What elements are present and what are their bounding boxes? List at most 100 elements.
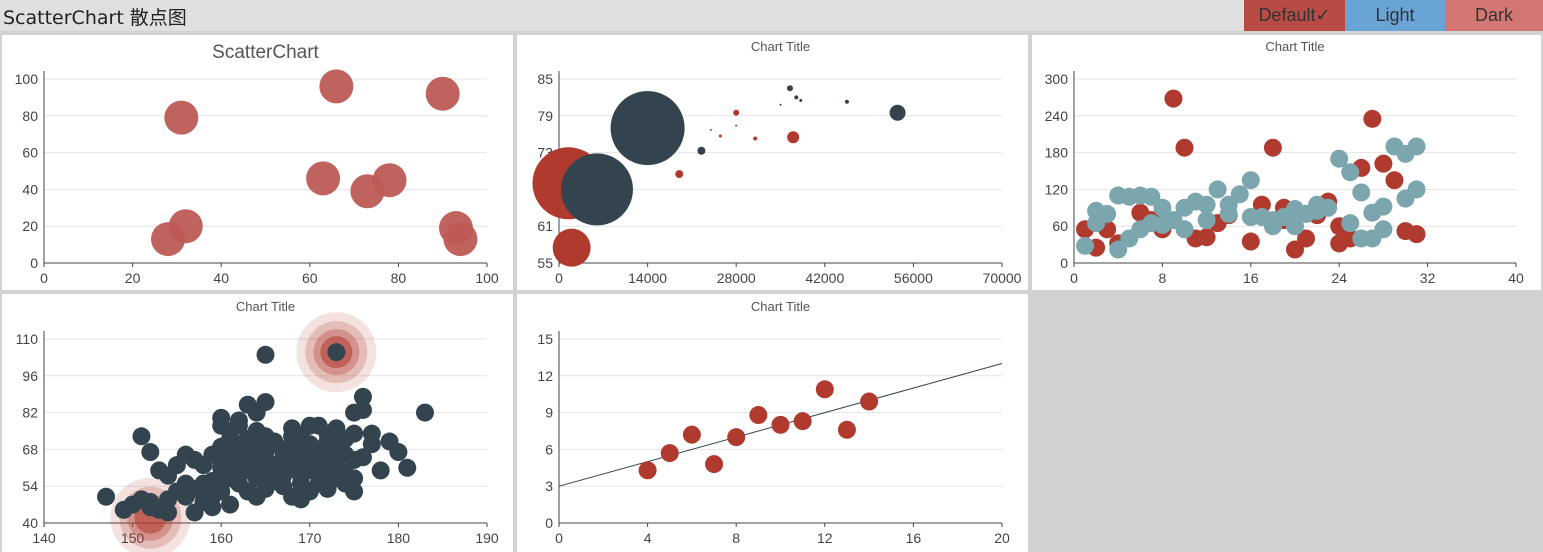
y-tick-label: 40 — [22, 515, 38, 531]
data-point — [415, 403, 434, 422]
x-tick-label: 42000 — [805, 270, 844, 286]
chart-panel-1: ScatterChart 0 20 40 60 80 100 0 20 40 60 80 100 — [2, 35, 513, 290]
scatter-chart-3: Chart Title 0 60 120 180 240 300 0 8 16 24 32 40 — [1045, 39, 1524, 286]
data-point — [1164, 89, 1183, 108]
app-title: ScatterChart 散点图 — [3, 7, 187, 29]
data-point — [552, 228, 591, 267]
data-point — [327, 448, 346, 467]
data-point — [682, 425, 701, 444]
y-tick-label: 61 — [537, 218, 553, 234]
chart-title: Chart Title — [1265, 39, 1324, 54]
chart-panel-5: Chart Title 0 3 6 9 12 15 0 4 8 12 16 20 — [517, 294, 1028, 552]
x-tick-label: 20 — [125, 270, 141, 286]
data-point — [733, 109, 740, 116]
chart-title: Chart Title — [751, 299, 810, 314]
data-point — [779, 103, 782, 106]
data-point — [1330, 149, 1349, 168]
y-tick-label: 0 — [1060, 255, 1068, 271]
data-point — [771, 415, 790, 434]
data-point — [844, 99, 849, 104]
data-point — [380, 432, 399, 451]
data-point — [291, 474, 310, 493]
data-point — [749, 406, 768, 425]
data-point — [1076, 236, 1095, 255]
data-point — [362, 424, 381, 443]
data-point — [815, 380, 834, 399]
data-point — [443, 222, 478, 257]
data-point — [345, 482, 364, 501]
data-point — [1219, 204, 1238, 223]
data-point — [705, 455, 724, 474]
chart-panel-2: Chart Title55616773798501400028000420005… — [517, 35, 1028, 290]
x-tick-label: 170 — [298, 530, 322, 546]
x-tick-label: 60 — [302, 270, 318, 286]
data-point — [1197, 211, 1216, 230]
data-point — [1407, 137, 1426, 156]
chart-panel-3: Chart Title 0 60 120 180 240 300 0 8 16 24 32 40 — [1032, 35, 1541, 290]
y-tick-label: 60 — [1052, 218, 1068, 234]
data-point — [860, 392, 879, 411]
y-tick-label: 6 — [545, 441, 553, 457]
x-tick-label: 190 — [475, 530, 499, 546]
x-tick-label: 32 — [1420, 270, 1436, 286]
data-point — [229, 461, 248, 480]
data-point — [274, 458, 293, 477]
top-bar: ScatterChart 散点图 Default✓ Light Dark — [0, 0, 1543, 31]
data-point — [159, 490, 178, 509]
data-point — [786, 85, 793, 92]
x-tick-label: 100 — [475, 270, 499, 286]
data-point — [1308, 201, 1327, 220]
bubble-chart-2: Chart Title55616773798501400028000420005… — [532, 39, 1022, 286]
data-point — [610, 91, 685, 166]
theme-light-button[interactable]: Light — [1345, 0, 1445, 31]
data-point — [141, 498, 160, 517]
data-point — [353, 387, 372, 406]
data-point — [787, 131, 800, 144]
data-point — [794, 95, 799, 100]
data-point — [1142, 187, 1161, 206]
theme-default-button[interactable]: Default✓ — [1244, 0, 1345, 31]
data-point — [203, 498, 222, 517]
y-tick-label: 68 — [22, 441, 38, 457]
x-tick-label: 0 — [1070, 270, 1078, 286]
data-point — [1396, 189, 1415, 208]
data-point — [212, 458, 231, 477]
y-tick-label: 79 — [537, 108, 553, 124]
regression-chart-5: Chart Title 0 3 6 9 12 15 0 4 8 12 16 20 — [537, 299, 1010, 546]
data-point — [1208, 180, 1227, 199]
x-tick-label: 0 — [555, 270, 563, 286]
data-point — [256, 345, 275, 364]
y-tick-label: 110 — [16, 331, 39, 347]
data-point — [1263, 211, 1282, 230]
data-point — [1286, 240, 1304, 259]
theme-dark-button[interactable]: Dark — [1445, 0, 1543, 31]
data-point — [1263, 138, 1282, 157]
x-tick-label: 140 — [32, 530, 56, 546]
data-point — [353, 400, 372, 419]
data-point — [753, 136, 758, 141]
data-point — [709, 128, 712, 131]
y-tick-label: 3 — [545, 478, 553, 494]
data-point — [132, 427, 151, 446]
data-point — [309, 466, 328, 485]
data-point — [159, 503, 178, 522]
data-point — [793, 412, 812, 431]
data-point — [372, 163, 407, 198]
data-point — [1153, 215, 1172, 234]
y-tick-label: 85 — [537, 71, 553, 87]
data-point — [1407, 225, 1426, 244]
y-tick-label: 120 — [1045, 181, 1069, 197]
x-tick-label: 40 — [213, 270, 229, 286]
data-point — [371, 461, 390, 480]
x-tick-label: 80 — [391, 270, 407, 286]
data-point — [735, 124, 738, 127]
data-point — [1241, 208, 1260, 226]
y-tick-label: 54 — [22, 478, 38, 494]
data-point — [1363, 109, 1382, 128]
data-point — [425, 76, 460, 111]
x-tick-label: 0 — [40, 270, 48, 286]
y-tick-label: 60 — [22, 145, 38, 161]
data-point — [660, 444, 679, 463]
y-tick-label: 55 — [537, 255, 553, 271]
x-tick-label: 180 — [387, 530, 411, 546]
